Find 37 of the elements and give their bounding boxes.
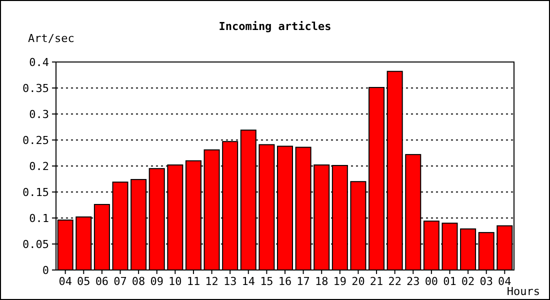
x-tick-label: 12 bbox=[205, 275, 218, 288]
x-tick-label: 21 bbox=[370, 275, 384, 288]
x-tick-label: 07 bbox=[114, 275, 127, 288]
y-tick-label: 0 bbox=[42, 264, 49, 277]
x-tick-label: 18 bbox=[314, 275, 328, 288]
y-tick-label: 0.3 bbox=[29, 108, 49, 121]
y-tick-label: 0.1 bbox=[29, 212, 49, 225]
x-tick-label: 16 bbox=[278, 275, 292, 288]
x-tick-label: 22 bbox=[388, 275, 402, 288]
x-tick-label: 13 bbox=[223, 275, 237, 288]
x-tick-label: 19 bbox=[333, 275, 347, 288]
y-axis-title: Art/sec bbox=[28, 32, 74, 45]
x-tick-label: 06 bbox=[95, 275, 109, 288]
x-tick-label: 09 bbox=[150, 275, 164, 288]
x-tick-label: 01 bbox=[443, 275, 456, 288]
x-tick-label: 04 bbox=[498, 275, 512, 288]
x-tick-label: 10 bbox=[168, 275, 182, 288]
x-tick-label: 14 bbox=[242, 275, 256, 288]
x-tick-label: 02 bbox=[461, 275, 475, 288]
x-axis-title: Hours bbox=[506, 285, 540, 298]
y-tick-label: 0.05 bbox=[22, 238, 49, 251]
x-tick-label: 11 bbox=[186, 275, 200, 288]
x-tick-label: 17 bbox=[296, 275, 310, 288]
x-tick-label: 15 bbox=[260, 275, 274, 288]
chart-title: Incoming articles bbox=[218, 20, 332, 33]
x-tick-label: 08 bbox=[132, 275, 146, 288]
y-tick-label: 0.2 bbox=[29, 160, 49, 173]
y-tick-label: 0.25 bbox=[22, 134, 49, 147]
x-tick-label: 03 bbox=[480, 275, 493, 288]
x-tick-label: 05 bbox=[77, 275, 90, 288]
y-tick-label: 0.15 bbox=[22, 186, 49, 199]
y-tick-label: 0.4 bbox=[29, 56, 50, 69]
x-tick-label: 23 bbox=[406, 275, 420, 288]
x-tick-label: 00 bbox=[424, 275, 438, 288]
x-tick-label: 20 bbox=[352, 275, 365, 288]
y-tick-label: 0.35 bbox=[22, 82, 49, 95]
x-tick-label: 04 bbox=[58, 275, 72, 288]
